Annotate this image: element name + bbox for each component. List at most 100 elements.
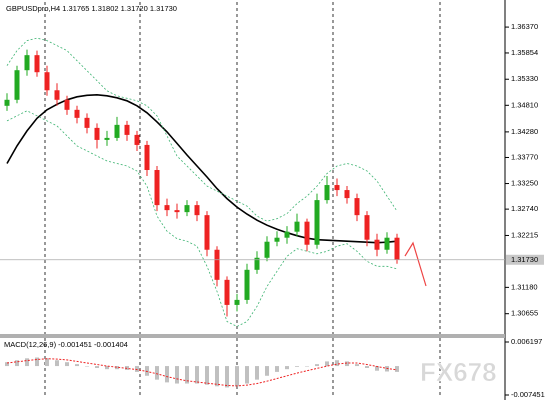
candle-body xyxy=(164,205,170,211)
macd-bar xyxy=(195,366,199,384)
candle-body xyxy=(344,190,350,199)
candle-body xyxy=(104,137,110,140)
candle-body xyxy=(14,70,20,100)
macd-bar xyxy=(65,362,69,367)
macd-bar xyxy=(205,366,209,385)
candle-body xyxy=(44,72,50,91)
macd-signal xyxy=(6,358,398,387)
y-tick-label: -0.007451 xyxy=(511,390,545,399)
candle-body xyxy=(194,205,200,216)
y-tick-label: 1.34280 xyxy=(511,127,538,136)
macd-bar xyxy=(305,366,309,367)
candle-body xyxy=(34,55,40,73)
candle-body xyxy=(394,237,400,260)
plot: 1.36370 1.35854 1.35330 1.34810 1.34280 1.337… xyxy=(0,22,545,399)
y-tick-label: 0.006197 xyxy=(511,337,542,346)
macd-bar xyxy=(35,357,39,367)
macd-bar xyxy=(395,366,399,372)
y-tick-label: 1.33770 xyxy=(511,152,538,161)
candle-body xyxy=(114,124,120,138)
candle-body xyxy=(54,90,60,100)
candle-body xyxy=(224,279,230,305)
y-tick-label: 1.33250 xyxy=(511,179,538,188)
candle-body xyxy=(314,200,320,245)
candle-body xyxy=(154,170,160,206)
y-tick-label: 1.32740 xyxy=(511,204,538,213)
candle-body xyxy=(254,257,260,270)
candle-body xyxy=(134,134,140,145)
macd-bar xyxy=(135,366,139,372)
candle-body xyxy=(294,221,300,232)
macd-bar xyxy=(295,366,299,367)
macd-bar xyxy=(355,364,359,367)
panel-separator xyxy=(0,334,505,338)
candle-body xyxy=(64,99,70,110)
candle-body xyxy=(384,237,390,250)
macd-bar xyxy=(345,361,349,367)
last-price-label: 1.31730 xyxy=(511,255,538,264)
candle-body xyxy=(124,124,130,135)
macd-bar xyxy=(95,366,99,369)
macd-bar xyxy=(245,366,249,384)
candle-body xyxy=(74,109,80,118)
candle-body xyxy=(214,249,220,280)
macd-bar xyxy=(25,358,29,367)
macd-bar xyxy=(225,366,229,388)
macd-bar xyxy=(215,366,219,387)
candle-body xyxy=(354,198,360,216)
macd-bar xyxy=(335,360,339,367)
bollinger-band xyxy=(6,37,398,222)
candle-body xyxy=(234,299,240,305)
y-tick-label: 1.35330 xyxy=(511,74,538,83)
macd-bar xyxy=(275,366,279,372)
macd-bar xyxy=(185,366,189,384)
period-separators xyxy=(44,2,441,398)
macd-bar xyxy=(375,366,379,371)
macd-bar xyxy=(155,366,159,380)
macd-bar xyxy=(285,366,289,370)
forecast-arrow xyxy=(404,241,427,287)
macd-bar xyxy=(325,361,329,367)
candle-body xyxy=(374,239,380,250)
candle-body xyxy=(274,237,280,242)
candle-body xyxy=(324,185,330,201)
macd-bar xyxy=(315,364,319,367)
candle-body xyxy=(284,231,290,238)
candle-body xyxy=(244,269,250,300)
macd-bar xyxy=(165,366,169,383)
macd-bar xyxy=(265,366,269,376)
candle-body xyxy=(264,241,270,258)
watermark: FX678 xyxy=(420,357,497,387)
macd-bar xyxy=(255,366,259,380)
candle-body xyxy=(364,215,370,240)
candle-body xyxy=(334,185,340,191)
y-tick-label: 1.36370 xyxy=(511,22,538,31)
macd-bar xyxy=(85,366,89,367)
y-tick-label: 1.35854 xyxy=(511,48,538,57)
macd-bar xyxy=(55,360,59,367)
macd-bar xyxy=(45,358,49,367)
y-tick-label: 1.34810 xyxy=(511,100,538,109)
macd-bar xyxy=(75,364,79,367)
macd-bar xyxy=(365,366,369,369)
candle-body xyxy=(4,99,10,106)
candle-body xyxy=(304,221,310,245)
macd-bar xyxy=(145,366,149,376)
candle-body xyxy=(84,117,90,128)
chart-title: GBPUSDpro,H4 1.31765 1.31802 1.31720 1.3… xyxy=(6,4,177,13)
y-tick-label: 1.30655 xyxy=(511,309,538,318)
moving-average xyxy=(6,93,398,244)
macd-bar xyxy=(115,366,119,370)
candle-body xyxy=(204,215,210,250)
y-tick-label: 1.32215 xyxy=(511,230,538,239)
candle-body xyxy=(94,127,100,140)
candle-body xyxy=(174,210,180,213)
macd-bar xyxy=(105,366,109,370)
macd-bar xyxy=(175,366,179,384)
y-tick-label: 1.31180 xyxy=(511,282,538,291)
last-price-box xyxy=(506,254,544,265)
candle-body xyxy=(184,205,190,213)
macd-bar xyxy=(235,366,239,387)
